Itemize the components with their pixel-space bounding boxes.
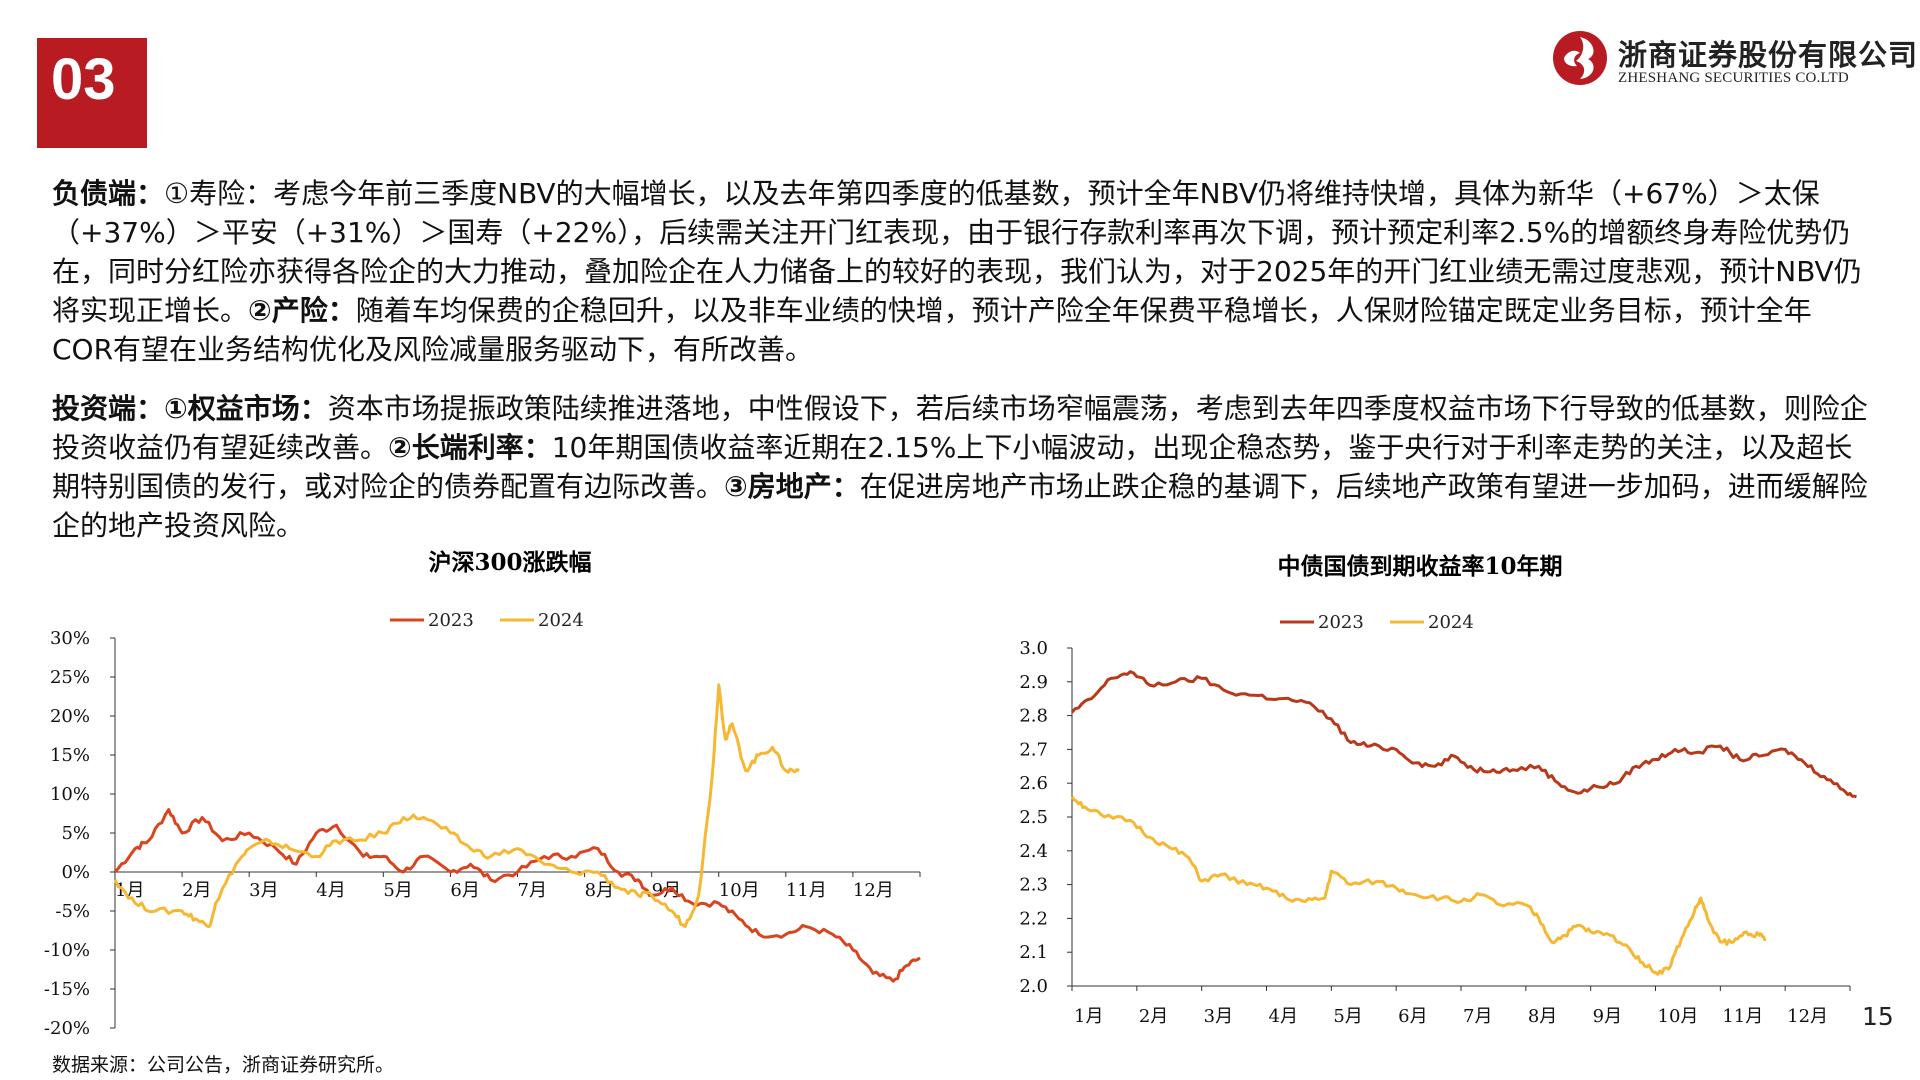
y-tick-label: 20%: [50, 706, 90, 727]
series-line-2023: [1070, 670, 1857, 799]
logo-text-en: ZHESHANG SECURITIES CO.LTD: [1618, 70, 1849, 86]
x-tick-label: 6月: [1398, 1006, 1427, 1027]
y-tick-label: 30%: [50, 628, 90, 649]
x-tick-label: 8月: [585, 880, 614, 901]
y-tick-label: -15%: [44, 979, 90, 1000]
x-tick-label: 8月: [1528, 1006, 1557, 1027]
x-tick-label: 12月: [1787, 1006, 1828, 1027]
x-tick-label: 11月: [1722, 1006, 1763, 1027]
paragraph-text: 在促进房地产市场止跌企稳的基调下，后续地产政策有望进一步加码，进而缓解险企的地产…: [52, 470, 1868, 542]
y-tick-label: 2.7: [1019, 739, 1048, 760]
paragraph-subheading: ②产险：: [248, 294, 356, 327]
logo-text-cn: 浙商证券股份有限公司: [1618, 38, 1919, 72]
y-tick-label: 3.0: [1019, 638, 1048, 659]
x-tick-label: 1月: [1074, 1006, 1103, 1027]
investment-paragraph: 投资端：①权益市场：资本市场提振政策陆续推进落地，中性假设下，若后续市场窄幅震荡…: [52, 389, 1872, 545]
x-tick-label: 7月: [518, 880, 547, 901]
x-tick-label: 12月: [853, 880, 894, 901]
data-source: 数据来源：公司公告，浙商证券研究所。: [52, 1054, 395, 1076]
section-badge: 03: [37, 38, 147, 148]
x-tick-label: 6月: [450, 880, 479, 901]
paragraph-text: 资本市场提振政策陆续推进落地，中性假设下，若后续市场窄幅震荡，考虑到去年四季度权…: [52, 392, 1868, 464]
paragraph-lead: 投资端：: [52, 392, 165, 425]
y-tick-label: 2.5: [1019, 807, 1048, 828]
x-tick-label: 2月: [182, 880, 211, 901]
x-tick-label: 10月: [719, 880, 760, 901]
x-tick-label: 9月: [1593, 1006, 1622, 1027]
legend-label: 2023: [428, 610, 474, 631]
y-tick-label: 15%: [50, 745, 90, 766]
x-tick-label: 7月: [1463, 1006, 1492, 1027]
csi300-chart: 沪深300涨跌幅 2023 2024 30% 25% 20% 15% 10% 5% 0% -5% -1…: [44, 549, 921, 1039]
liability-paragraph: 负债端：①寿险：考虑今年前三季度NBV的大幅增长，以及去年第四季度的低基数，预计…: [52, 174, 1872, 369]
x-tick-label: 3月: [249, 880, 278, 901]
x-tick-label: 11月: [786, 880, 827, 901]
series-line-2024: [113, 683, 800, 929]
series-line-2024: [1070, 795, 1767, 976]
y-tick-label: 2.9: [1019, 672, 1048, 693]
paragraph-text: 随着车均保费的企稳回升，以及非车业绩的快增，预计产险全年保费平稳增长，人保财险锚…: [52, 294, 1812, 366]
x-tick-label: 2月: [1139, 1006, 1168, 1027]
company-logo: 浙商证券股份有限公司 ZHESHANG SECURITIES CO.LTD: [1550, 28, 1917, 98]
paragraph-text: ①寿险：考虑今年前三季度NBV的大幅增长，以及去年第四季度的低基数，预计全年NB…: [52, 177, 1862, 327]
x-tick-label: 3月: [1204, 1006, 1233, 1027]
legend-label: 2023: [1318, 612, 1364, 633]
x-tick-label: 5月: [383, 880, 412, 901]
y-tick-label: 0%: [61, 862, 90, 883]
series-line-2023: [113, 808, 921, 983]
legend-label: 2024: [1428, 612, 1474, 633]
x-tick-label: 5月: [1333, 1006, 1362, 1027]
x-tick-label: 4月: [316, 880, 345, 901]
paragraph-subheading: ①权益市场：: [164, 392, 328, 425]
chart-title: 中债国债到期收益率10年期: [1277, 553, 1562, 580]
y-tick-label: 2.4: [1019, 841, 1048, 862]
paragraph-lead: 负债端：: [52, 177, 165, 210]
x-tick-label: 10月: [1658, 1006, 1699, 1027]
y-tick-label: 5%: [61, 823, 90, 844]
y-tick-label: 2.8: [1019, 706, 1048, 727]
bond-yield-chart: 中债国债到期收益率10年期 2023 2024 3.0 2.9 2.8 2.7 2.6 2.5 2…: [1019, 553, 1857, 1027]
y-tick-label: -10%: [44, 940, 90, 961]
chart-title: 沪深300涨跌幅: [428, 549, 591, 576]
y-tick-label: 10%: [50, 784, 90, 805]
y-tick-label: 25%: [50, 667, 90, 688]
y-tick-label: -5%: [55, 901, 90, 922]
paragraph-subheading: ③房地产：: [724, 470, 860, 503]
y-tick-label: -20%: [44, 1018, 90, 1039]
x-tick-label: 1月: [115, 880, 144, 901]
y-tick-label: 2.6: [1019, 773, 1048, 794]
zheshang-logo-icon: [1553, 31, 1607, 85]
x-tick-label: 4月: [1269, 1006, 1298, 1027]
y-tick-label: 2.0: [1019, 976, 1048, 997]
y-tick-label: 2.3: [1019, 875, 1048, 896]
paragraph-subheading: ②长端利率：: [388, 431, 552, 464]
page-number: 15: [1862, 1002, 1894, 1031]
legend-label: 2024: [538, 610, 584, 631]
y-tick-label: 2.2: [1019, 908, 1048, 929]
y-tick-label: 2.1: [1019, 942, 1048, 963]
section-number: 03: [51, 47, 116, 112]
paragraph-text: 10年期国债收益率近期在2.15%上下小幅波动，出现企稳态势，鉴于央行对于利率走…: [52, 431, 1853, 503]
